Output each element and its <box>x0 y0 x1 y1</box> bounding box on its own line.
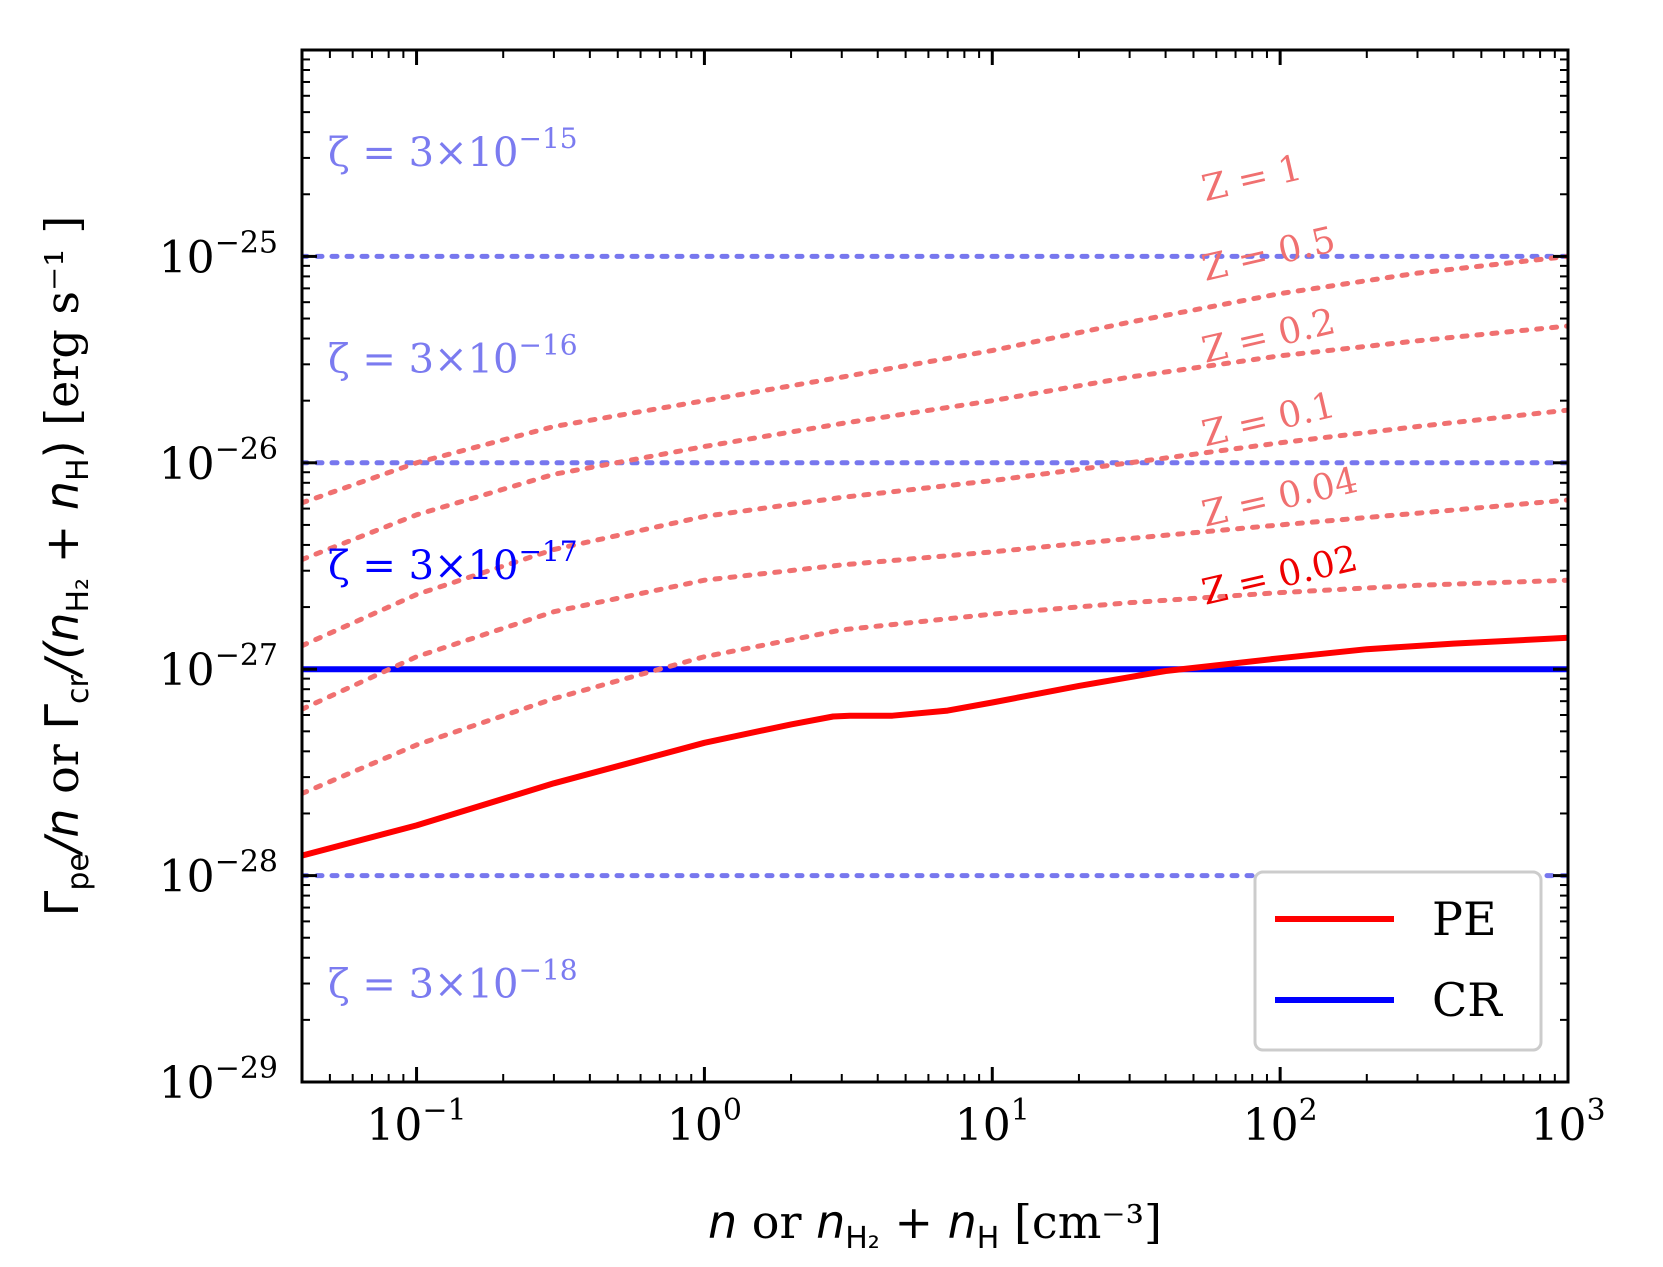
legend-label-pe: PE <box>1432 892 1497 946</box>
y-axis-title: Γpe/n or Γcr/(nH₂ + nH) [erg s⁻¹ ] <box>35 216 96 917</box>
cr-line-label: ζ = 3×10−16 <box>328 329 578 383</box>
cr-line-label: ζ = 3×10−18 <box>328 954 578 1008</box>
pe-curve <box>302 577 1568 796</box>
cr-line-label: ζ = 3×10−15 <box>328 122 578 176</box>
x-tick-label: 102 <box>1243 1093 1318 1151</box>
pe-curve-label: Z = 0.5 <box>1198 219 1339 289</box>
cr-line-label: ζ = 3×10−17 <box>328 535 578 589</box>
pe-lines <box>302 253 1568 859</box>
y-tick-label: 10−27 <box>159 638 278 696</box>
pe-curve-label: Z = 1 <box>1198 147 1306 210</box>
y-tick-label: 10−26 <box>159 432 278 490</box>
legend: PE CR <box>1253 870 1543 1052</box>
legend-label-cr: CR <box>1432 973 1503 1027</box>
pe-curve <box>302 497 1568 712</box>
pe-curve <box>302 634 1568 859</box>
z-labels: Z = 1Z = 0.5Z = 0.2Z = 0.1Z = 0.04Z = 0.… <box>1198 147 1361 613</box>
x-axis-title: n or nH₂ + nH [cm⁻³] <box>708 1195 1162 1256</box>
x-tick-label: 100 <box>667 1093 742 1151</box>
pe-curve-label: Z = 0.04 <box>1198 460 1361 536</box>
x-tick-label: 101 <box>955 1093 1030 1151</box>
pe-curve <box>302 253 1568 506</box>
y-tick-label: 10−28 <box>159 845 278 903</box>
tick-labels: 10−1 100 101 102 103 10−29 10−28 10−27 10−26 10−2… <box>159 225 1606 1151</box>
plot-frame <box>300 48 1570 1084</box>
pe-curve-label: Z = 0.2 <box>1198 301 1339 371</box>
pe-curve <box>302 407 1568 649</box>
y-tick-label: 10−25 <box>159 225 278 283</box>
pe-curve-label: Z = 0.02 <box>1198 538 1361 614</box>
pe-curve <box>302 323 1568 562</box>
x-tick-label: 103 <box>1530 1093 1605 1151</box>
y-tick-label: 10−29 <box>159 1051 278 1109</box>
zeta-labels: ζ = 3×10−15 ζ = 3×10−16 ζ = 3×10−17 ζ = 3×1… <box>328 122 578 1007</box>
x-tick-label: 10−1 <box>366 1093 466 1151</box>
